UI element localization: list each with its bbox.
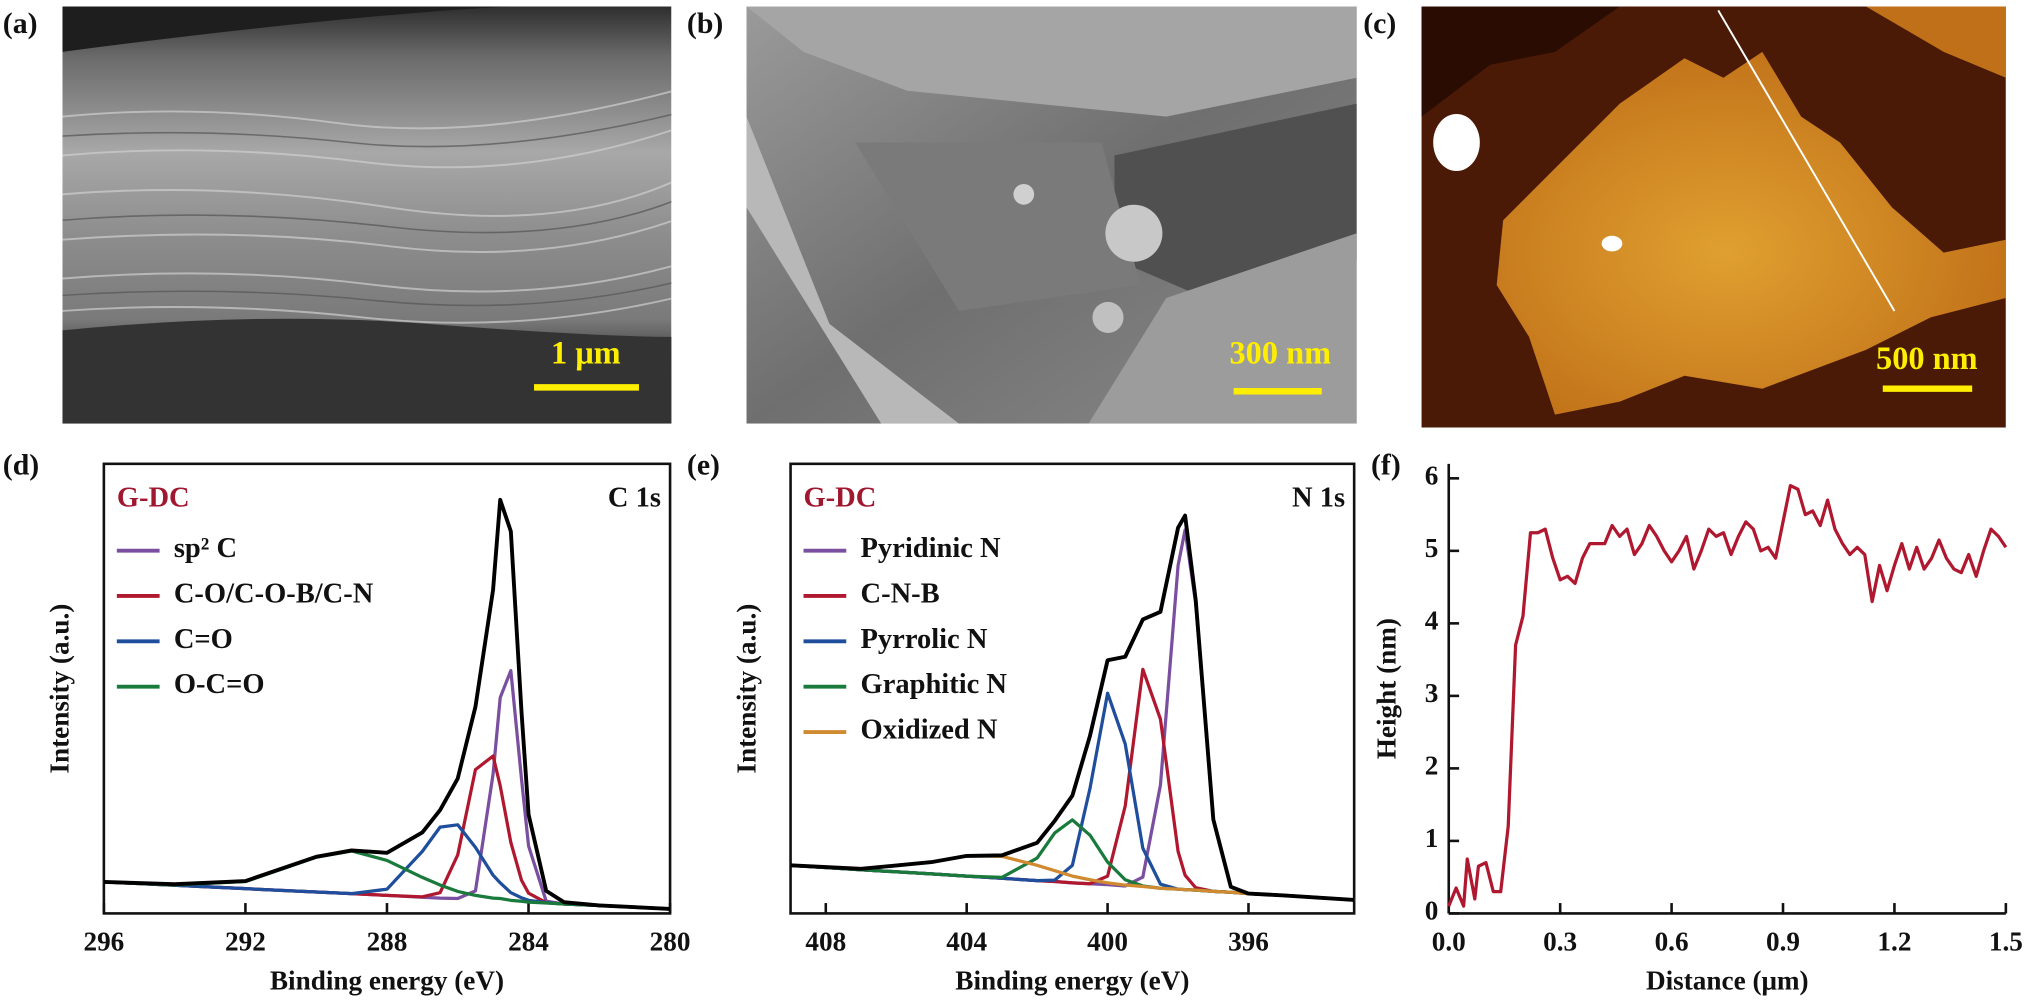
annotation: C 1s bbox=[608, 483, 661, 514]
data-line bbox=[103, 849, 671, 911]
annotation: G-DC bbox=[804, 483, 877, 514]
x-axis-label: Binding energy (eV) bbox=[955, 966, 1189, 996]
y-tick-label: 2 bbox=[1425, 751, 1439, 781]
y-axis-label: Intensity (a.u.) bbox=[731, 604, 761, 774]
x-tick-label: 0.3 bbox=[1543, 927, 1577, 957]
x-axis-label: Distance (μm) bbox=[1646, 966, 1809, 996]
y-tick-label: 6 bbox=[1425, 461, 1439, 491]
x-tick-label: 0.6 bbox=[1655, 927, 1689, 957]
annotation: N 1s bbox=[1292, 483, 1345, 514]
legend-label: sp² C bbox=[174, 533, 237, 564]
x-tick-label: 408 bbox=[805, 927, 846, 957]
panel-label: (d) bbox=[3, 449, 39, 482]
plot-frame bbox=[789, 462, 1356, 915]
legend-label: O-C=O bbox=[174, 669, 265, 700]
legend-label: Graphitic N bbox=[861, 669, 1008, 700]
x-tick-label: 296 bbox=[83, 927, 124, 957]
scale-label: 500 nm bbox=[1876, 341, 1978, 377]
y-axis-label: Intensity (a.u.) bbox=[45, 604, 75, 774]
panel-label: (c) bbox=[1363, 7, 1396, 40]
y-tick-label: 3 bbox=[1425, 678, 1439, 708]
x-tick-label: 0.9 bbox=[1766, 927, 1800, 957]
x-tick-label: 0.0 bbox=[1432, 927, 1466, 957]
x-tick-label: 292 bbox=[225, 927, 266, 957]
x-tick-label: 1.5 bbox=[1989, 927, 2023, 957]
sem-image-a bbox=[62, 6, 672, 424]
y-tick-label: 5 bbox=[1425, 533, 1439, 563]
x-tick-label: 404 bbox=[946, 927, 987, 957]
legend-label: C-O/C-O-B/C-N bbox=[174, 579, 374, 610]
panel-label: (a) bbox=[3, 7, 38, 40]
panel-label: (f) bbox=[1371, 449, 1401, 482]
legend-label: Pyridinic N bbox=[861, 533, 1002, 564]
y-tick-label: 1 bbox=[1425, 823, 1439, 853]
panel-label: (e) bbox=[687, 449, 720, 482]
x-tick-label: 288 bbox=[367, 927, 408, 957]
y-tick-label: 0 bbox=[1425, 896, 1439, 926]
x-axis-label: Binding energy (eV) bbox=[270, 966, 504, 996]
scale-label: 1 μm bbox=[551, 336, 621, 372]
data-line bbox=[1447, 483, 2008, 908]
x-tick-label: 1.2 bbox=[1877, 927, 1911, 957]
legend-label: C-N-B bbox=[861, 579, 940, 610]
legend-label: C=O bbox=[174, 624, 233, 655]
data-line bbox=[103, 497, 671, 911]
scale-label: 300 nm bbox=[1229, 336, 1331, 372]
afm-image-c bbox=[1421, 6, 2006, 428]
annotation: G-DC bbox=[117, 483, 190, 514]
x-tick-label: 396 bbox=[1228, 927, 1269, 957]
panel-label: (b) bbox=[687, 7, 723, 40]
y-axis-label: Height (nm) bbox=[1371, 618, 1401, 759]
legend-label: Pyrrolic N bbox=[861, 624, 988, 655]
sem-image-b bbox=[746, 6, 1357, 424]
x-tick-label: 400 bbox=[1087, 927, 1128, 957]
legend-label: Oxidized N bbox=[861, 715, 998, 746]
x-tick-label: 280 bbox=[650, 927, 691, 957]
data-line bbox=[103, 668, 671, 911]
x-tick-label: 284 bbox=[508, 927, 549, 957]
data-line bbox=[790, 513, 1355, 902]
y-tick-label: 4 bbox=[1425, 606, 1439, 636]
